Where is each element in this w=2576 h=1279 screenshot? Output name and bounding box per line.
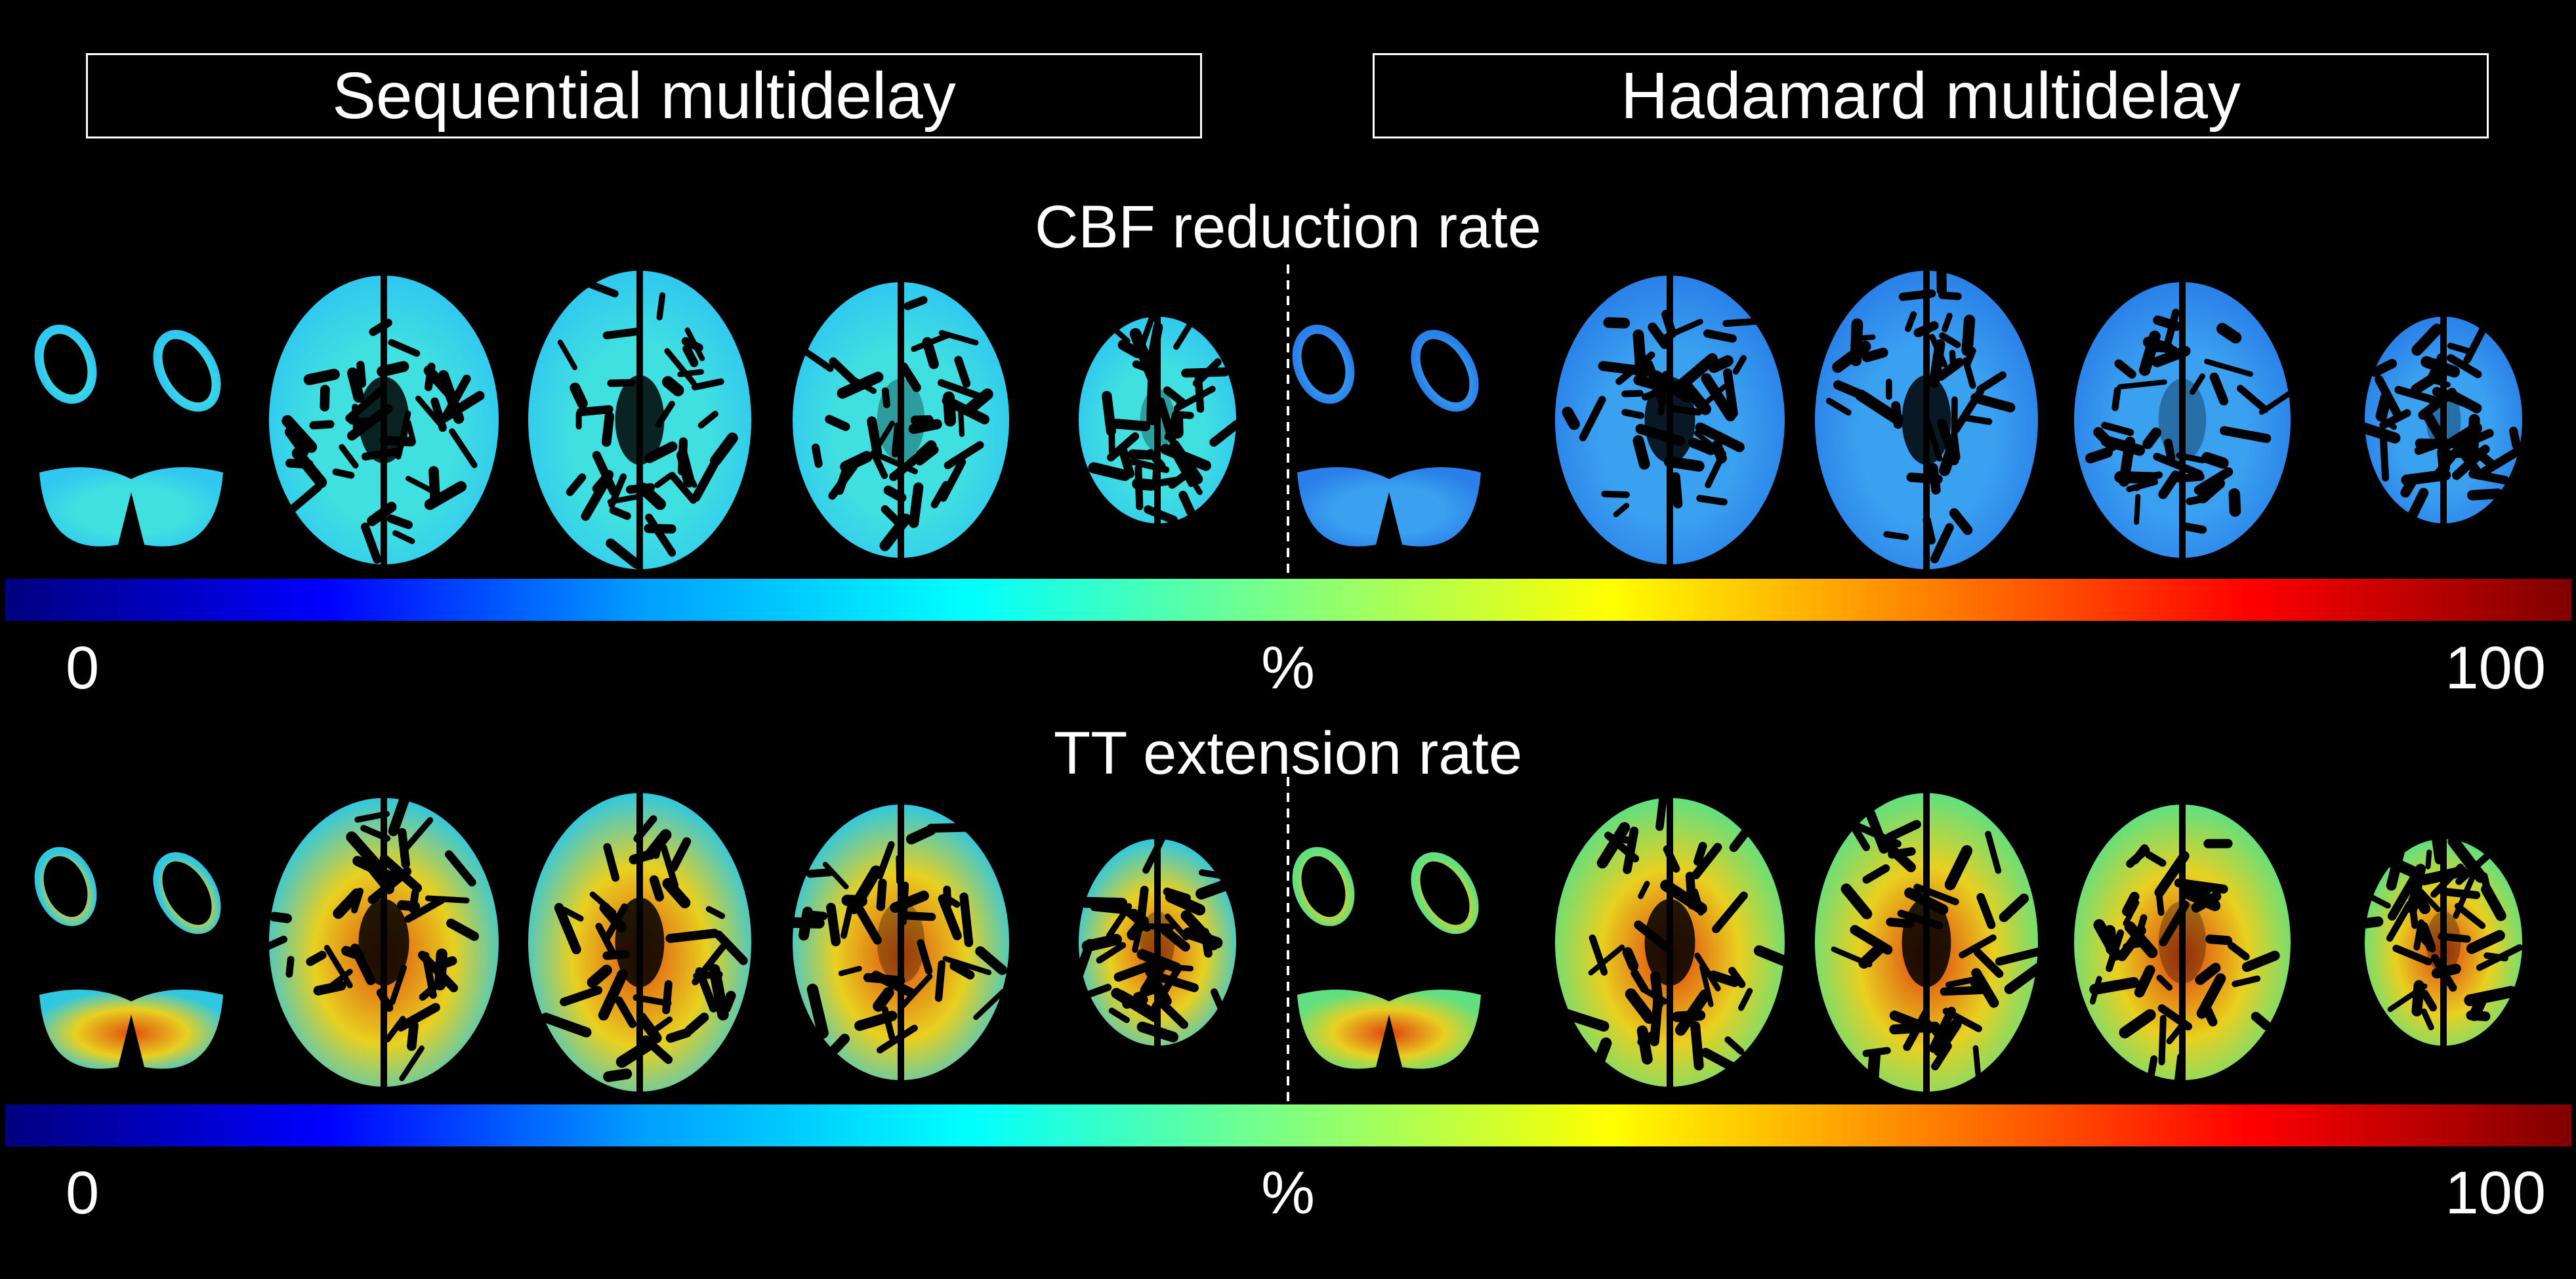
colorbar-cbf-max: 100 [2445, 635, 2546, 702]
colorbar-cbf-unit: % [1261, 635, 1315, 702]
brain-slice [263, 787, 499, 1087]
colorbar-tt-unit: % [1261, 1160, 1315, 1227]
brain-slice [2074, 282, 2300, 558]
colorbar-cbf-min: 0 [66, 635, 100, 702]
brain-slice [1555, 782, 1796, 1087]
header-hadamard-label: Hadamard multidelay [1621, 58, 2241, 133]
brain-slice [2348, 316, 2526, 535]
colorbar-cbf [5, 579, 2571, 621]
brain-slice [789, 282, 1009, 558]
brain-slice [2339, 826, 2524, 1046]
brain-slice [1292, 847, 1481, 1069]
brain-slice [269, 276, 499, 564]
brain-slice [34, 847, 223, 1069]
brain-slice [1292, 324, 1481, 547]
brain-slice [779, 805, 1009, 1080]
brain-slice [1068, 833, 1236, 1046]
brain-slice [1555, 276, 1785, 564]
panel-title-cbf: CBF reduction rate [1034, 194, 1542, 261]
colorbar-tt [5, 1104, 2571, 1146]
brain-slice [528, 270, 751, 570]
brain-slice [2074, 805, 2291, 1093]
colorbar-tt-max: 100 [2445, 1160, 2546, 1227]
brain-slice [528, 793, 751, 1092]
header-hadamard-multidelay: Hadamard multidelay [1373, 53, 2489, 138]
colorbar-tt-min: 0 [66, 1160, 100, 1227]
header-sequential-multidelay: Sequential multidelay [86, 53, 1202, 138]
brain-slice [34, 324, 223, 547]
brain-slice [1079, 306, 1241, 524]
panel-title-tt: TT extension rate [1053, 720, 1523, 787]
header-sequential-label: Sequential multidelay [332, 58, 956, 133]
brain-slice [1815, 793, 2051, 1106]
brain-slice [1815, 251, 2038, 570]
